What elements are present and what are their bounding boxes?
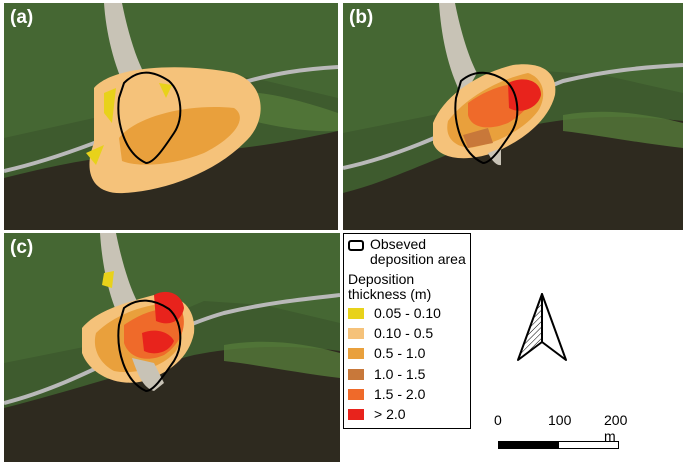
legend-item: 0.05 - 0.10 xyxy=(348,306,468,322)
map-panel-c: (c) xyxy=(4,233,340,462)
satellite-map xyxy=(4,3,338,230)
legend-item-label: 0.10 - 0.5 xyxy=(374,325,434,341)
legend-item: 1.5 - 2.0 xyxy=(348,387,468,403)
legend-item: 1.0 - 1.5 xyxy=(348,367,468,383)
legend-item-label: 0.05 - 0.10 xyxy=(374,305,441,321)
map-legend: Obseved deposition area Deposition thick… xyxy=(343,233,471,429)
north-arrow-icon xyxy=(517,293,567,361)
scale-label: 100 xyxy=(548,412,572,428)
legend-swatch xyxy=(348,389,364,400)
panel-label: (a) xyxy=(10,7,34,28)
legend-swatch xyxy=(348,328,364,339)
map-panel-b: (b) xyxy=(343,3,683,230)
observed-boundary xyxy=(454,71,519,165)
legend-item-label: 1.5 - 2.0 xyxy=(374,386,426,402)
map-panel-a: (a) xyxy=(4,3,338,230)
scale-bar: 0 100 200 m xyxy=(492,412,642,452)
legend-item-label: 0.5 - 1.0 xyxy=(374,345,426,361)
legend-swatch xyxy=(348,409,364,420)
legend-item: > 2.0 xyxy=(348,407,468,423)
panel-label: (b) xyxy=(349,7,374,28)
panel-label: (c) xyxy=(10,237,34,258)
observed-area-label: Obseved deposition area xyxy=(370,236,466,267)
satellite-map xyxy=(4,233,340,462)
scale-segment xyxy=(558,441,619,449)
legend-item: 0.5 - 1.0 xyxy=(348,346,468,362)
satellite-map xyxy=(343,3,683,230)
scale-label: 200 m xyxy=(604,412,628,444)
legend-swatch xyxy=(348,308,364,319)
observed-boundary xyxy=(117,71,182,165)
observed-area-swatch xyxy=(348,240,364,251)
legend-item-label: > 2.0 xyxy=(374,406,406,422)
legend-item: 0.10 - 0.5 xyxy=(348,326,468,342)
observed-boundary xyxy=(117,299,182,393)
scale-segment xyxy=(498,441,558,449)
legend-item-label: 1.0 - 1.5 xyxy=(374,366,426,382)
deposition-area xyxy=(82,271,195,383)
thickness-title: Deposition thickness (m) xyxy=(348,271,432,302)
legend-swatch xyxy=(348,348,364,359)
scale-label: 0 xyxy=(494,412,502,428)
legend-swatch xyxy=(348,369,364,380)
